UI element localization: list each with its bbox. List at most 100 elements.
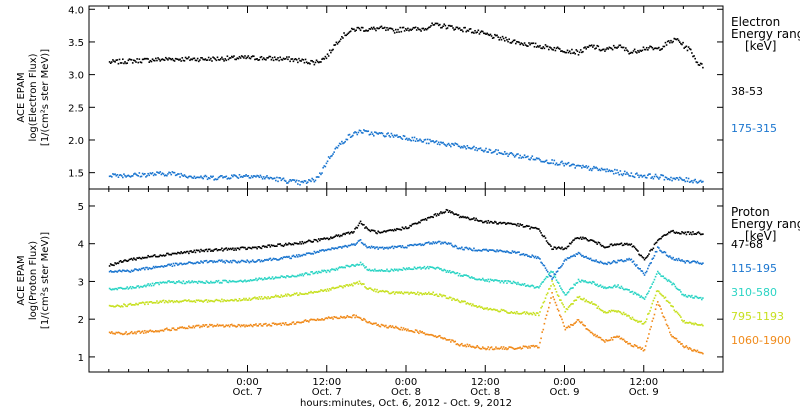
data-point <box>478 305 481 307</box>
data-point <box>604 246 606 249</box>
data-point <box>502 281 505 284</box>
y-tick-label: 3.0 <box>68 71 84 82</box>
data-point <box>531 345 534 347</box>
data-point <box>610 243 613 245</box>
data-point <box>429 293 431 296</box>
data-point <box>659 237 661 240</box>
data-point <box>280 257 283 259</box>
data-point <box>383 291 386 293</box>
data-point <box>667 279 670 281</box>
data-point <box>457 344 460 346</box>
data-point <box>170 300 173 302</box>
data-point <box>192 57 195 60</box>
data-point <box>425 142 428 145</box>
data-point <box>268 244 271 246</box>
data-point <box>394 291 397 294</box>
data-point <box>341 35 343 38</box>
data-point <box>415 244 418 246</box>
data-point <box>561 318 563 321</box>
data-point <box>444 337 447 340</box>
data-point <box>354 131 356 133</box>
data-point <box>578 51 581 54</box>
data-point <box>676 38 679 40</box>
data-point <box>695 295 698 298</box>
data-point <box>681 178 683 181</box>
data-point <box>205 299 208 301</box>
data-point <box>246 325 248 328</box>
data-point <box>197 324 200 327</box>
data-point <box>467 248 470 251</box>
data-point <box>412 26 415 29</box>
data-point <box>683 346 685 349</box>
data-point <box>632 318 635 321</box>
data-point <box>234 325 236 327</box>
data-point <box>583 237 585 240</box>
data-point <box>465 345 468 348</box>
data-point <box>401 329 404 331</box>
data-point <box>683 47 685 49</box>
data-point <box>488 348 491 351</box>
data-point <box>593 259 595 262</box>
data-point <box>346 232 349 234</box>
data-point <box>607 311 610 314</box>
data-point <box>212 300 214 303</box>
data-point <box>563 325 565 327</box>
data-point <box>406 29 408 31</box>
data-point <box>229 324 232 326</box>
data-point <box>443 294 446 297</box>
data-point <box>149 267 152 270</box>
data-point <box>421 243 424 246</box>
data-point <box>115 270 118 273</box>
data-point <box>270 296 273 298</box>
data-point <box>216 56 219 59</box>
data-point <box>324 165 327 168</box>
data-point <box>271 244 274 247</box>
data-point <box>422 244 425 247</box>
data-point <box>161 329 164 332</box>
data-point <box>196 299 199 302</box>
data-point <box>667 327 670 330</box>
data-point <box>567 161 570 164</box>
data-point <box>114 333 116 335</box>
data-point <box>410 330 413 332</box>
data-point <box>284 180 287 182</box>
data-point <box>684 231 687 234</box>
data-point <box>147 172 149 175</box>
data-point <box>666 178 669 181</box>
data-point <box>433 141 436 144</box>
data-point <box>475 305 477 307</box>
data-point <box>391 245 394 248</box>
data-point <box>282 322 285 325</box>
data-point <box>420 219 422 222</box>
data-point <box>607 48 610 50</box>
data-point <box>248 280 251 282</box>
data-point <box>134 172 136 175</box>
data-point <box>539 341 541 344</box>
data-point <box>577 237 580 240</box>
data-point <box>269 324 272 327</box>
data-point <box>237 280 240 283</box>
data-point <box>511 312 514 314</box>
data-point <box>486 151 488 153</box>
data-point <box>678 314 681 317</box>
data-point <box>477 278 480 281</box>
data-point <box>461 274 463 277</box>
data-point <box>125 305 127 308</box>
data-point <box>423 218 426 221</box>
data-point <box>359 282 362 285</box>
data-point <box>543 161 546 163</box>
data-point <box>527 312 529 315</box>
data-point <box>425 333 428 336</box>
data-point <box>549 46 551 48</box>
data-point <box>610 337 613 339</box>
data-point <box>425 219 428 221</box>
data-point <box>148 255 151 258</box>
data-point <box>407 268 409 271</box>
data-point <box>378 325 381 327</box>
data-point <box>528 345 530 348</box>
data-point <box>636 264 638 266</box>
data-point <box>115 263 118 265</box>
data-point <box>562 248 564 251</box>
data-point <box>164 328 167 330</box>
data-point <box>265 259 267 261</box>
